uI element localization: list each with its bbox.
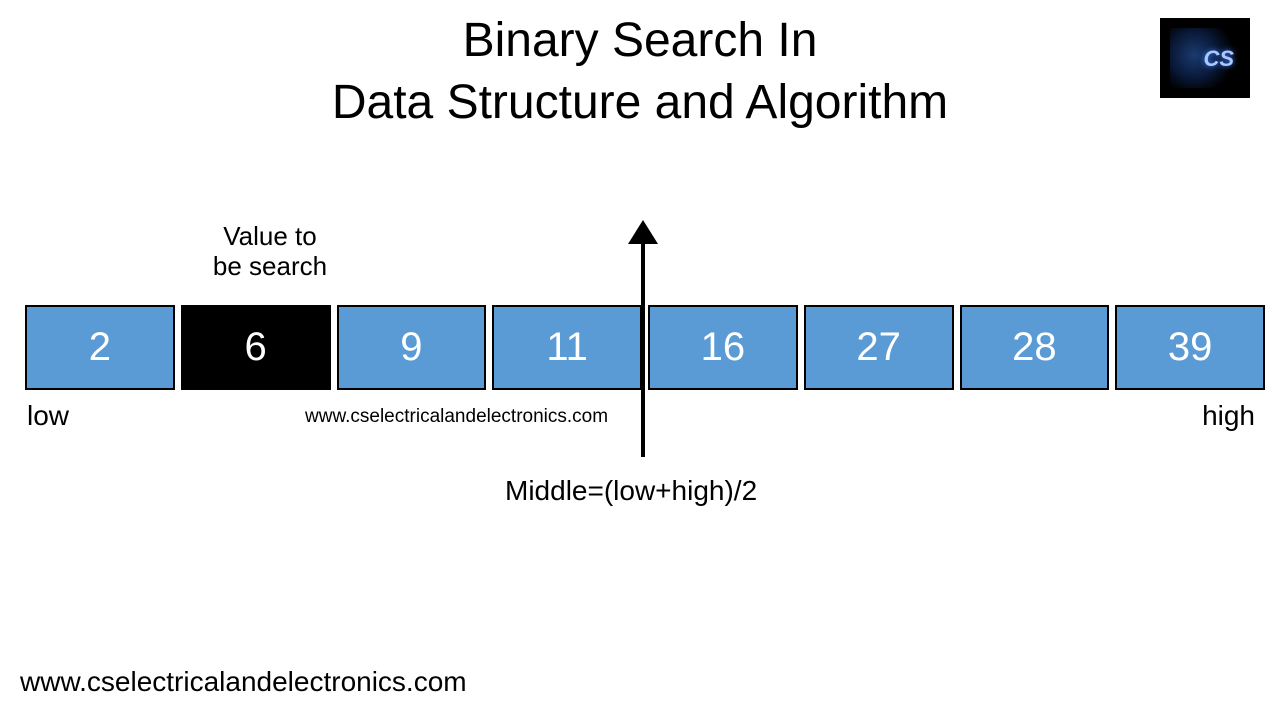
footer-url: www.cselectricalandelectronics.com: [20, 666, 467, 698]
array-cell-7: 39: [1115, 305, 1265, 390]
array-cell-5: 27: [804, 305, 954, 390]
arrow-shaft: [641, 237, 645, 457]
array-cell-3: 11: [492, 305, 642, 390]
middle-pointer-arrow: [623, 215, 663, 460]
array-cell-2: 9: [337, 305, 487, 390]
title-line-1: Binary Search In: [0, 10, 1280, 72]
array-cell-6: 28: [960, 305, 1110, 390]
middle-formula-label: Middle=(low+high)/2: [505, 475, 757, 507]
site-logo: CS: [1160, 18, 1250, 98]
high-pointer-label: high: [1202, 400, 1255, 432]
logo-letters: CS: [1203, 46, 1234, 72]
array-cell-1: 6: [181, 305, 331, 390]
diagram-watermark: www.cselectricalandelectronics.com: [305, 406, 608, 428]
logo-graphic: CS: [1170, 28, 1240, 88]
low-pointer-label: low: [27, 400, 69, 432]
array-cell-0: 2: [25, 305, 175, 390]
search-label-line2: be search: [195, 252, 345, 282]
title-block: Binary Search In Data Structure and Algo…: [0, 0, 1280, 135]
binary-search-diagram: Value to be search 2691116272839 low hig…: [25, 230, 1265, 390]
search-value-label: Value to be search: [195, 222, 345, 282]
title-line-2: Data Structure and Algorithm: [0, 72, 1280, 134]
search-label-line1: Value to: [195, 222, 345, 252]
array-cell-4: 16: [648, 305, 798, 390]
